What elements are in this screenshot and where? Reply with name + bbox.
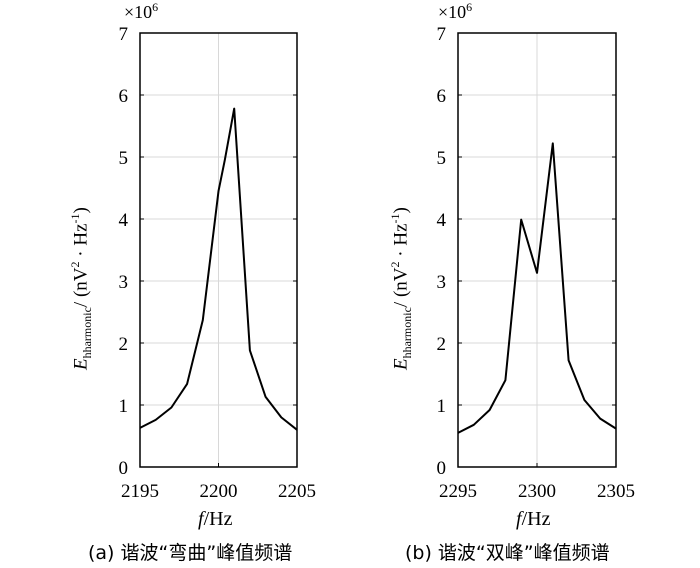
caption-b: (b) 谐波“双峰”峰值频谱 [405, 542, 610, 564]
y-tick-label: 1 [437, 396, 447, 417]
x-tick-label: 2305 [597, 481, 635, 502]
series-line [139, 107, 298, 431]
x-tick-label: 2205 [278, 481, 316, 502]
x-tick-label: 2195 [121, 481, 159, 502]
plot-a: 0 1 2 3 4 5 6 7 2195 2200 2205 [119, 24, 317, 502]
y-tick-label: 4 [437, 210, 447, 231]
axes-box [139, 32, 298, 468]
y-tick-label: 3 [119, 272, 129, 293]
x-axis-label-b: f/Hz [516, 508, 551, 530]
y-tick-label: 4 [119, 210, 129, 231]
caption-a: (a) 谐波“弯曲”峰值频谱 [88, 542, 293, 564]
y-tick-label: 2 [119, 334, 129, 355]
x-tick-label: 2200 [200, 481, 238, 502]
axes-box [457, 32, 617, 468]
y-tick-label: 5 [437, 148, 447, 169]
x-tick-label: 2295 [439, 481, 477, 502]
y-tick-label: 5 [119, 148, 129, 169]
y-multiplier-b: ×106 [438, 0, 473, 22]
y-tick-label: 7 [119, 24, 129, 45]
y-tick-label: 3 [437, 272, 447, 293]
y-tick-label: 0 [119, 458, 129, 479]
y-axis-label-a: Ehharmonic/ (nV2 · Hz-1) [68, 207, 95, 370]
y-tick-label: 6 [437, 86, 447, 107]
y-tick-label: 2 [437, 334, 447, 355]
y-tick-label: 1 [119, 396, 129, 417]
x-tick-label: 2300 [518, 481, 556, 502]
x-axis-label-a: f/Hz [198, 508, 233, 530]
plot-b: 0 1 2 3 4 5 6 7 2295 2300 2305 [437, 24, 636, 502]
y-tick-label: 0 [437, 458, 447, 479]
y-axis-label-b: Ehharmonic/ (nV2 · Hz-1) [388, 207, 415, 370]
y-tick-label: 6 [119, 86, 129, 107]
y-multiplier-a: ×106 [124, 0, 159, 22]
series-line [457, 142, 617, 434]
y-tick-label: 7 [437, 24, 447, 45]
